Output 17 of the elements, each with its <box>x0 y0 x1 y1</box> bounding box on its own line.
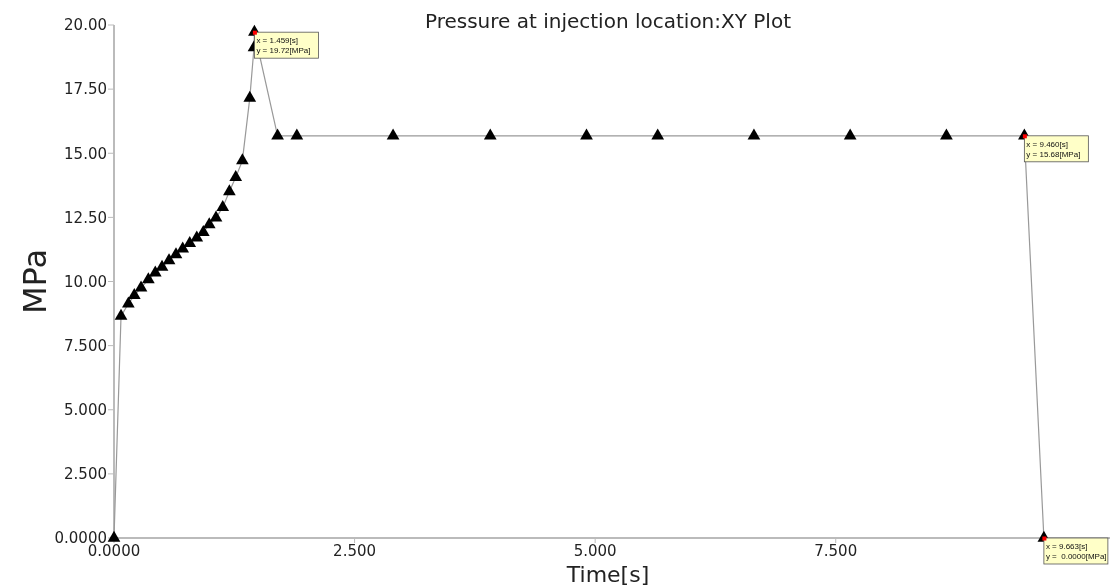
x-tick-label: 7.500 <box>814 542 858 560</box>
x-axis-title: Time[s] <box>565 562 650 587</box>
y-tick-label: 12.50 <box>64 208 107 227</box>
y-axis-title: MPa <box>16 248 54 315</box>
y-tick-label: 20.00 <box>64 16 107 35</box>
y-tick-label: 17.50 <box>64 80 107 99</box>
chart-title: Pressure at injection location:XY Plot <box>424 9 792 33</box>
y-tick-label: 2.500 <box>64 465 107 484</box>
y-tick-label: 15.00 <box>64 144 107 163</box>
y-tick-label: 5.000 <box>64 401 107 419</box>
x-tick-label: 5.000 <box>573 542 617 560</box>
y-tick-label: 7.500 <box>64 336 107 355</box>
annotation: x = 1.459[s] y = 19.72[MPa] <box>256 36 311 56</box>
annotation: x = 9.663[s] y = 0.0000[MPa] <box>1045 542 1107 561</box>
x-tick-label: 2.500 <box>333 542 377 560</box>
annotation: x = 9.460[s] y = 15.68[MPa] <box>1026 139 1081 159</box>
y-tick-label: 10.00 <box>64 272 107 291</box>
